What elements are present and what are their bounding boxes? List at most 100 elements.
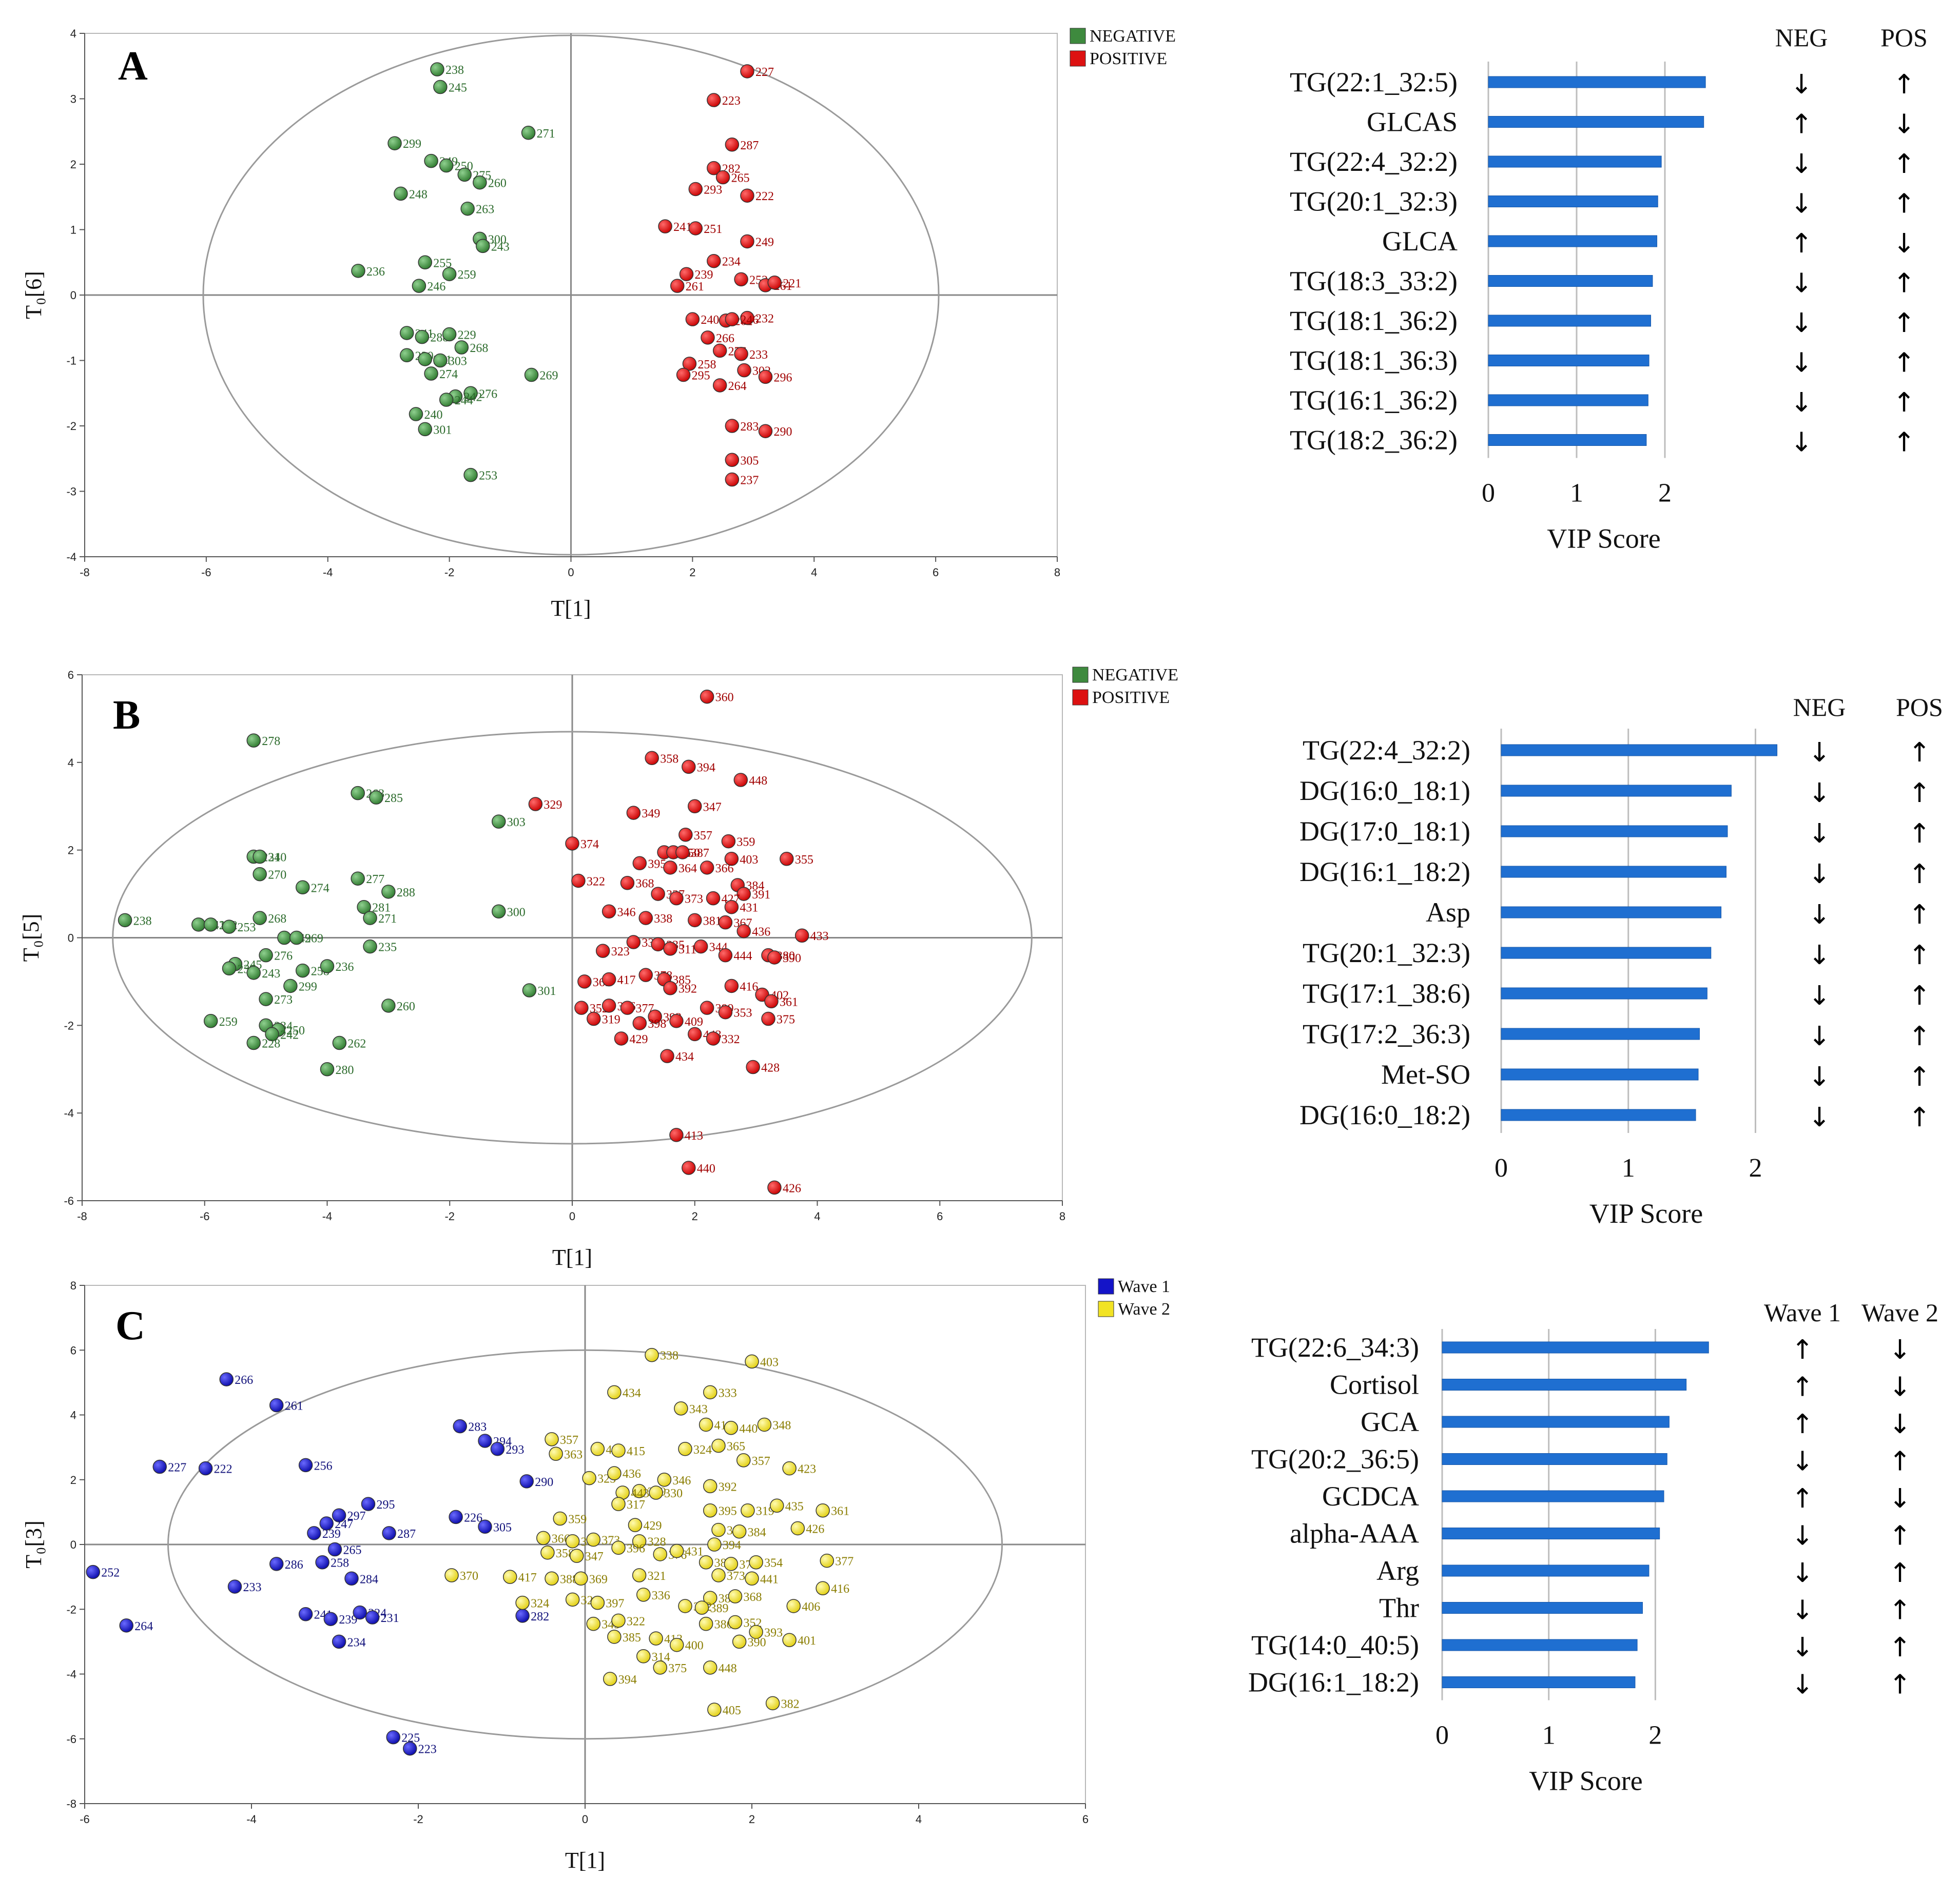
data-point[interactable] (590, 1442, 605, 1456)
data-point[interactable] (707, 93, 721, 107)
data-point[interactable] (682, 759, 696, 774)
data-point[interactable] (320, 1062, 335, 1077)
vip-bar[interactable] (1501, 744, 1778, 756)
data-point[interactable] (734, 347, 748, 361)
data-point[interactable] (587, 1011, 601, 1026)
vip-bar[interactable] (1442, 1490, 1664, 1502)
data-point[interactable] (632, 1016, 647, 1030)
data-point[interactable] (782, 1461, 797, 1476)
data-point[interactable] (718, 915, 733, 930)
data-point[interactable] (219, 1372, 234, 1386)
data-point[interactable] (586, 1616, 600, 1631)
data-point[interactable] (728, 1589, 743, 1603)
data-point[interactable] (418, 255, 432, 269)
vip-bar[interactable] (1442, 1341, 1709, 1354)
data-point[interactable] (418, 352, 432, 366)
vip-bar[interactable] (1442, 1379, 1687, 1391)
data-point[interactable] (253, 911, 267, 925)
data-point[interactable] (119, 1618, 133, 1633)
data-point[interactable] (724, 1421, 739, 1435)
data-point[interactable] (265, 1027, 279, 1042)
data-point[interactable] (277, 930, 292, 945)
data-point[interactable] (540, 1546, 555, 1560)
data-point[interactable] (736, 887, 751, 901)
data-point[interactable] (415, 329, 430, 344)
data-point[interactable] (820, 1553, 834, 1568)
data-point[interactable] (611, 1540, 626, 1555)
data-point[interactable] (492, 814, 506, 829)
data-point[interactable] (595, 944, 610, 958)
data-point[interactable] (725, 472, 740, 487)
data-point[interactable] (457, 167, 472, 182)
data-point[interactable] (603, 1672, 617, 1686)
data-point[interactable] (351, 871, 365, 886)
data-point[interactable] (289, 930, 304, 945)
data-point[interactable] (711, 1522, 726, 1537)
data-point[interactable] (394, 186, 408, 201)
data-point[interactable] (433, 80, 448, 94)
data-point[interactable] (724, 899, 739, 914)
data-point[interactable] (283, 979, 298, 993)
vip-bar[interactable] (1488, 155, 1662, 168)
data-point[interactable] (307, 1526, 321, 1540)
data-point[interactable] (222, 961, 237, 976)
data-point[interactable] (607, 1385, 622, 1400)
vip-bar[interactable] (1488, 195, 1658, 207)
data-point[interactable] (740, 188, 754, 203)
data-point[interactable] (711, 1438, 726, 1453)
data-point[interactable] (607, 1630, 622, 1644)
data-point[interactable] (660, 1049, 674, 1063)
data-point[interactable] (669, 891, 684, 906)
data-point[interactable] (653, 1547, 667, 1561)
data-point[interactable] (728, 1615, 743, 1630)
data-point[interactable] (365, 1610, 380, 1625)
data-point[interactable] (269, 1557, 284, 1571)
data-point[interactable] (707, 253, 721, 268)
data-point[interactable] (678, 1599, 692, 1613)
data-point[interactable] (670, 279, 685, 293)
data-point[interactable] (725, 419, 740, 433)
data-point[interactable] (246, 1035, 261, 1050)
data-point[interactable] (698, 1417, 713, 1432)
data-point[interactable] (757, 1417, 772, 1432)
data-point[interactable] (424, 153, 438, 168)
data-point[interactable] (632, 1534, 647, 1549)
vip-bar[interactable] (1488, 434, 1647, 446)
vip-bar[interactable] (1442, 1564, 1649, 1577)
vip-bar[interactable] (1501, 1068, 1699, 1081)
data-point[interactable] (688, 1027, 702, 1042)
data-point[interactable] (718, 1005, 733, 1020)
data-point[interactable] (688, 799, 702, 813)
data-point[interactable] (439, 158, 454, 173)
data-point[interactable] (433, 353, 448, 368)
data-point[interactable] (327, 1542, 342, 1557)
data-point[interactable] (152, 1459, 167, 1474)
data-point[interactable] (725, 138, 740, 152)
vip-bar[interactable] (1501, 825, 1728, 837)
data-point[interactable] (694, 1600, 709, 1615)
data-point[interactable] (611, 1497, 626, 1511)
data-point[interactable] (706, 1031, 721, 1046)
data-point[interactable] (732, 1634, 747, 1649)
vip-bar[interactable] (1442, 1676, 1636, 1688)
data-point[interactable] (412, 279, 426, 293)
data-point[interactable] (670, 1637, 684, 1652)
data-point[interactable] (745, 1354, 759, 1369)
data-point[interactable] (711, 1568, 726, 1582)
data-point[interactable] (675, 845, 690, 859)
data-point[interactable] (721, 834, 736, 849)
data-point[interactable] (670, 1543, 684, 1558)
data-point[interactable] (626, 935, 641, 949)
data-point[interactable] (636, 1649, 651, 1664)
data-point[interactable] (332, 1508, 346, 1522)
data-point[interactable] (688, 182, 703, 197)
data-point[interactable] (565, 1534, 580, 1549)
data-point[interactable] (725, 312, 740, 326)
data-point[interactable] (351, 264, 365, 278)
data-point[interactable] (253, 849, 267, 864)
data-point[interactable] (545, 1432, 559, 1446)
data-point[interactable] (549, 1446, 563, 1461)
data-point[interactable] (725, 453, 740, 467)
vip-bar[interactable] (1501, 1028, 1700, 1040)
data-point[interactable] (418, 422, 432, 437)
